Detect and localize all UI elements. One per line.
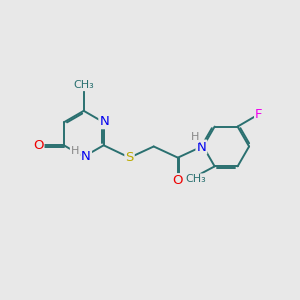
Text: N: N [81,150,91,163]
Text: H: H [71,146,79,157]
Text: O: O [172,174,183,187]
Text: F: F [255,108,262,121]
Text: O: O [33,139,44,152]
Text: N: N [99,115,109,128]
Text: S: S [125,151,134,164]
Text: N: N [196,141,206,154]
Text: H: H [190,132,199,142]
Text: CH₃: CH₃ [74,80,94,90]
Text: CH₃: CH₃ [185,174,206,184]
